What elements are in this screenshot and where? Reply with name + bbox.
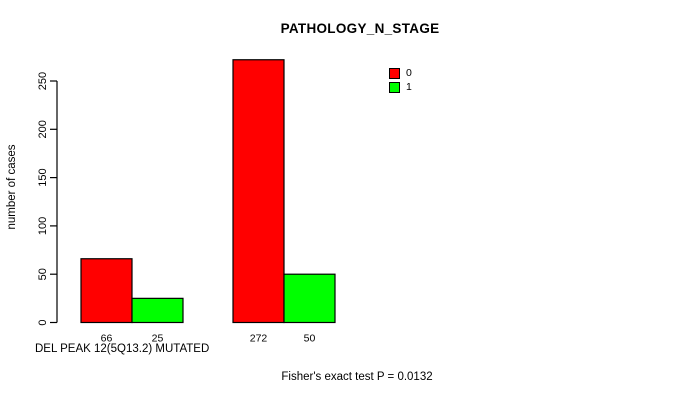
y-tick-label: 100 bbox=[37, 217, 49, 235]
bar-series-1 bbox=[283, 273, 336, 324]
bar-count-label: 50 bbox=[304, 333, 316, 345]
legend-swatch-icon bbox=[389, 67, 400, 79]
y-tick-label: 0 bbox=[37, 319, 49, 325]
bar-series-1 bbox=[131, 297, 184, 324]
y-tick-label: 200 bbox=[37, 120, 49, 138]
y-tick-label: 250 bbox=[37, 72, 49, 90]
y-tick-label: 50 bbox=[37, 268, 49, 280]
bar-series-0 bbox=[232, 59, 285, 324]
legend-label: 1 bbox=[406, 80, 412, 93]
bar-series-0 bbox=[80, 258, 133, 324]
x-axis-title: DEL PEAK 12(5Q13.2) MUTATED bbox=[35, 343, 210, 355]
bar-count-label: 272 bbox=[250, 333, 268, 345]
y-tick-label: 150 bbox=[37, 168, 49, 186]
bar-count-label: 66 bbox=[101, 333, 113, 345]
legend-row: 1 bbox=[389, 80, 412, 94]
legend-label: 0 bbox=[406, 66, 412, 79]
legend-row: 0 bbox=[389, 66, 412, 80]
chart-title: PATHOLOGY_N_STAGE bbox=[280, 21, 440, 36]
bar-count-label: 25 bbox=[152, 333, 164, 345]
fisher-test-annotation: Fisher's exact test P = 0.0132 bbox=[281, 371, 433, 383]
legend-swatch-icon bbox=[389, 81, 400, 93]
